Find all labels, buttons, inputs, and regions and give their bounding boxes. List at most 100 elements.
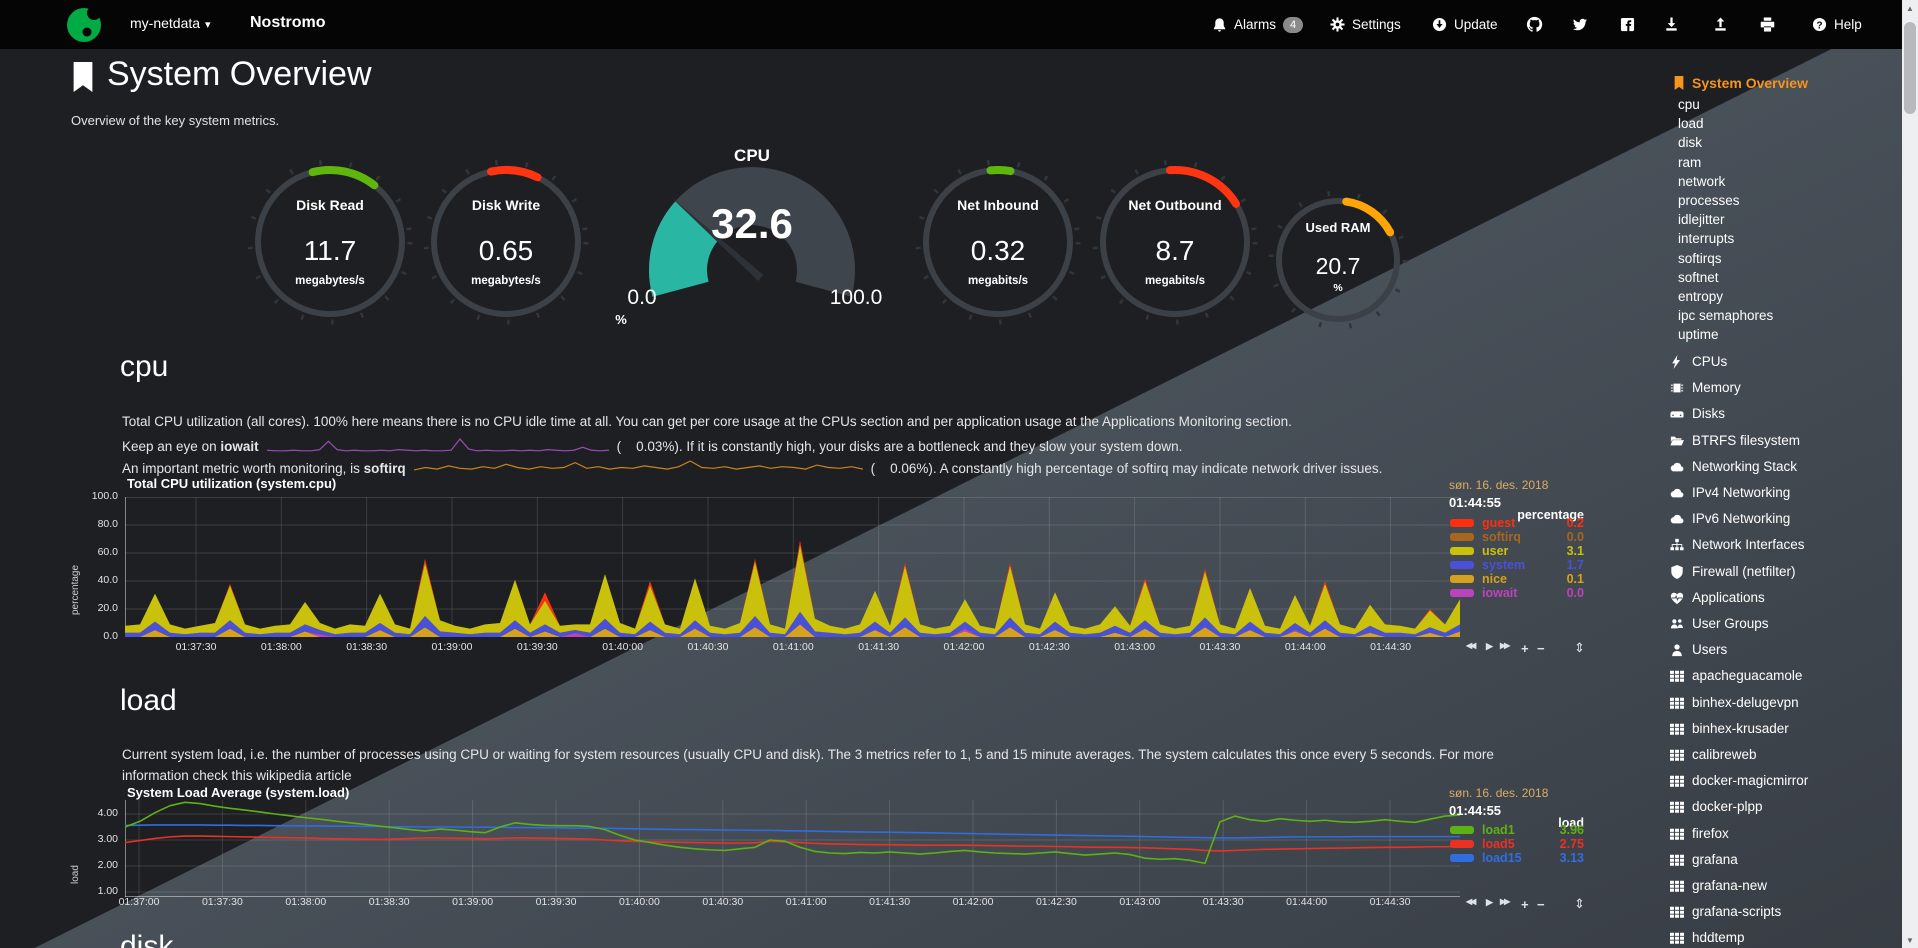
gauge-net-inbound[interactable]: Net Inbound 0.32 megabits/s (903, 147, 1093, 337)
load-chart-ytick: 4.00 (97, 807, 118, 819)
settings-button[interactable]: Settings (1330, 0, 1401, 49)
softirq-sparkline-chart[interactable] (413, 459, 863, 476)
scrollbar-up-arrow[interactable]: ▲ (1906, 4, 1914, 13)
sidebar-subitem-load[interactable]: load (1678, 116, 1704, 132)
sidebar-item-networking-stack[interactable]: Networking Stack (1692, 458, 1798, 474)
sidebar-item-docker-plpp[interactable]: docker-plpp (1692, 799, 1763, 815)
sidebar-item-binhex-delugevpn[interactable]: binhex-delugevpn (1692, 694, 1799, 710)
load-chart-zoom-out-icon[interactable]: − (1537, 897, 1544, 912)
grid-icon (1670, 879, 1684, 893)
sidebar-subitem-ipc-semaphores[interactable]: ipc semaphores (1678, 308, 1774, 324)
gauge-net-outbound[interactable]: Net Outbound 8.7 megabits/s (1080, 147, 1270, 337)
sidebar-item-ipv6-networking[interactable]: IPv6 Networking (1692, 511, 1791, 527)
cpu-chart-legend-row-iowait[interactable]: iowait 0.0 (1450, 586, 1600, 600)
gauge-used-ram[interactable]: Used RAM 20.7% (1243, 165, 1433, 355)
help-button[interactable]: Help (1812, 0, 1862, 49)
cpu-chart-zoom-out-icon[interactable]: − (1537, 641, 1544, 656)
sidebar-item-network-interfaces[interactable]: Network Interfaces (1692, 537, 1805, 553)
alarms-button[interactable]: Alarms 4 (1212, 0, 1304, 49)
export-snapshot-button[interactable] (1664, 0, 1679, 49)
sidebar-subitem-idlejitter[interactable]: idlejitter (1678, 212, 1725, 228)
import-snapshot-button[interactable] (1713, 0, 1728, 49)
sidebar-item-grafana[interactable]: grafana (1692, 851, 1738, 867)
load-chart-xtick: 01:43:30 (1202, 896, 1244, 908)
load-chart-skip-backward-icon[interactable]: ◀◀ (1466, 897, 1476, 906)
svg-text:8.7: 8.7 (1156, 235, 1195, 266)
sidebar-item-memory[interactable]: Memory (1692, 380, 1741, 396)
sidebar-subitem-disk[interactable]: disk (1678, 135, 1703, 151)
load-chart-zoom-in-icon[interactable]: + (1521, 897, 1528, 912)
sidebar-item-user-groups[interactable]: User Groups (1692, 616, 1769, 631)
scrollbar-thumb[interactable] (1904, 22, 1916, 114)
grid-icon (1670, 800, 1684, 814)
sidebar-item-grafana-scripts[interactable]: grafana-scripts (1692, 904, 1782, 920)
load-chart-play-icon[interactable]: ▶ (1486, 897, 1493, 907)
facebook-button[interactable] (1620, 0, 1635, 49)
sidebar-item-ipv4-networking[interactable]: IPv4 Networking (1692, 485, 1791, 500)
load-chart-legend-row-load5[interactable]: load5 2.75 (1450, 837, 1600, 851)
load-chart-xtick: 01:39:00 (452, 896, 494, 908)
netdata-logo-icon[interactable] (66, 7, 102, 43)
sidebar-item-disks[interactable]: Disks (1692, 406, 1725, 422)
twitter-button[interactable] (1572, 0, 1588, 49)
sidebar-item-docker-magicmirror[interactable]: docker-magicmirror (1692, 773, 1809, 789)
sidebar-subitem-entropy[interactable]: entropy (1678, 289, 1724, 304)
scrollbar-down-arrow[interactable]: ▼ (1906, 936, 1914, 945)
cpu-chart-legend-time: 01:44:55 (1449, 495, 1502, 510)
gauge-disk-read[interactable]: Disk Read 11.7 megabytes/s (235, 147, 425, 337)
sidebar-item-active[interactable]: System Overview (1692, 75, 1808, 91)
sidebar-subitem-processes[interactable]: processes (1678, 193, 1740, 208)
load-chart-resize-handle-icon[interactable]: ⇕ (1574, 896, 1585, 911)
cpu-chart-xtick: 01:43:00 (1114, 641, 1156, 653)
cpu-gauge[interactable] (612, 140, 892, 330)
load-chart-ytick: 3.00 (97, 833, 118, 845)
github-button[interactable] (1526, 0, 1543, 49)
cpu-chart-resize-handle-icon[interactable]: ⇕ (1574, 640, 1585, 655)
sidebar-subitem-softnet[interactable]: softnet (1678, 269, 1719, 285)
sidebar-subitem-ram[interactable]: ram (1678, 154, 1702, 170)
cpu-chart-xtick: 01:40:00 (602, 641, 644, 653)
sidebar-item-hddtemp[interactable]: hddtemp (1692, 930, 1745, 946)
sidebar-subitem-softirqs[interactable]: softirqs (1678, 250, 1722, 266)
load-chart[interactable] (125, 800, 1460, 897)
load-chart-legend-row-load1[interactable]: load1 3.96 (1450, 823, 1600, 837)
sidebar-item-grafana-new[interactable]: grafana-new (1692, 878, 1768, 893)
cpu-chart-skip-forward-icon[interactable]: ▶▶ (1500, 641, 1510, 650)
download-icon (1664, 17, 1679, 32)
cpu-chart-play-icon[interactable]: ▶ (1486, 641, 1493, 651)
sidebar-subitem-cpu[interactable]: cpu (1678, 97, 1700, 112)
sidebar-item-firefox[interactable]: firefox (1692, 825, 1729, 841)
page-scrollbar[interactable] (1902, 0, 1918, 948)
iowait-sparkline-chart[interactable] (266, 437, 609, 454)
sidebar-item-apacheguacamole[interactable]: apacheguacamole (1692, 668, 1803, 684)
cpu-chart[interactable] (125, 497, 1460, 637)
cpu-chart-legend-row-nice[interactable]: nice 0.1 (1450, 572, 1600, 586)
cpu-chart-zoom-in-icon[interactable]: + (1521, 641, 1528, 656)
legend-name: user (1482, 544, 1509, 558)
update-button[interactable]: Update (1432, 0, 1498, 49)
print-button[interactable] (1760, 0, 1775, 49)
sidebar-subitem-interrupts[interactable]: interrupts (1678, 231, 1735, 247)
load-chart-legend-row-load15[interactable]: load15 3.13 (1450, 851, 1600, 865)
sidebar-item-applications[interactable]: Applications (1692, 589, 1765, 605)
sidebar-item-users[interactable]: Users (1692, 642, 1728, 658)
sidebar-item-btrfs-filesystem[interactable]: BTRFS filesystem (1692, 432, 1801, 448)
cpu-chart-legend-row-softirq[interactable]: softirq 0.0 (1450, 530, 1600, 544)
legend-value: 1.7 (1566, 558, 1584, 572)
legend-value: 3.13 (1559, 851, 1584, 865)
load-chart-skip-forward-icon[interactable]: ▶▶ (1500, 897, 1510, 906)
cpu-chart-legend-row-guest[interactable]: guest 0.2 (1450, 516, 1600, 530)
cpu-chart-skip-backward-icon[interactable]: ◀◀ (1466, 641, 1476, 650)
sidebar-item-firewall-netfilter-[interactable]: Firewall (netfilter) (1692, 563, 1796, 579)
sidebar-subitem-uptime[interactable]: uptime (1678, 327, 1719, 343)
cpu-chart-xtick: 01:41:00 (772, 641, 814, 653)
legend-swatch (1450, 840, 1474, 848)
cpu-chart-legend-row-user[interactable]: user 3.1 (1450, 544, 1600, 558)
cpu-chart-legend-row-system[interactable]: system 1.7 (1450, 558, 1600, 572)
sidebar-item-binhex-krusader[interactable]: binhex-krusader (1692, 720, 1789, 736)
hostname-dropdown[interactable]: my-netdata ▾ (130, 15, 211, 31)
sidebar-item-cpus[interactable]: CPUs (1692, 354, 1728, 369)
gauge-disk-write[interactable]: Disk Write 0.65 megabytes/s (411, 147, 601, 337)
sidebar-subitem-network[interactable]: network (1678, 173, 1726, 189)
sidebar-item-calibreweb[interactable]: calibreweb (1692, 747, 1757, 762)
